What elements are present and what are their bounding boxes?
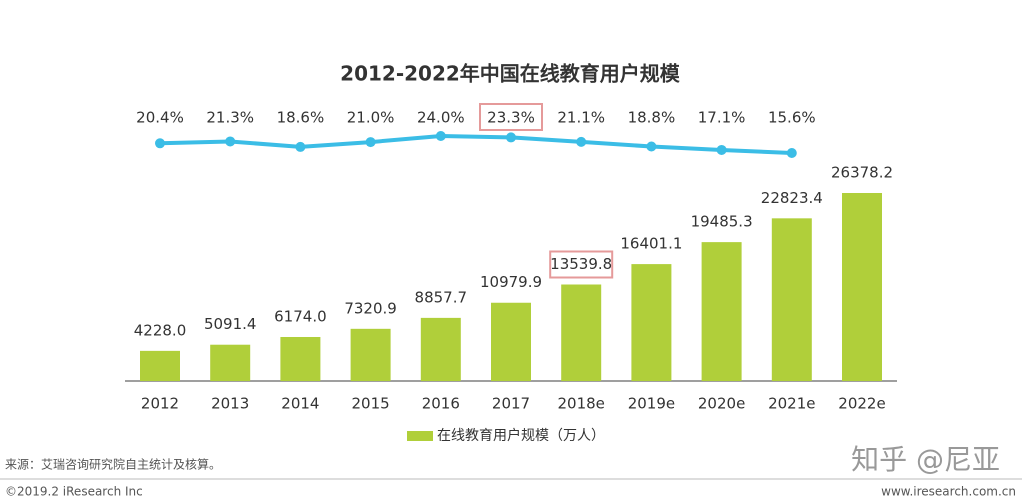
line-label: 18.6% bbox=[277, 109, 325, 127]
bar-label: 8857.7 bbox=[415, 288, 468, 306]
x-tick-label: 2016 bbox=[422, 395, 460, 413]
bar-label: 19485.3 bbox=[691, 213, 753, 231]
line-label: 20.4% bbox=[136, 109, 184, 127]
x-tick-label: 2022e bbox=[838, 395, 885, 413]
line-label: 15.6% bbox=[768, 109, 816, 127]
x-tick-label: 2013 bbox=[211, 395, 249, 413]
x-tick-label: 2018e bbox=[557, 395, 604, 413]
bar-label: 13539.8 bbox=[550, 255, 612, 273]
line-label: 17.1% bbox=[698, 109, 746, 127]
line-label: 21.0% bbox=[347, 109, 395, 127]
bar bbox=[701, 242, 742, 381]
line-label: 24.0% bbox=[417, 109, 465, 127]
bar-label: 5091.4 bbox=[204, 315, 257, 333]
website: www.iresearch.com.cn bbox=[881, 485, 1016, 499]
line-point bbox=[435, 131, 446, 141]
bar-label: 22823.4 bbox=[761, 189, 823, 207]
bar bbox=[842, 193, 882, 381]
line-point bbox=[225, 136, 236, 147]
bar bbox=[140, 350, 180, 381]
bar-label: 6174.0 bbox=[274, 307, 327, 325]
line-point bbox=[365, 137, 376, 148]
line-point bbox=[786, 148, 797, 158]
source: 来源：艾瑞咨询研究院自主统计及核算。 bbox=[5, 457, 221, 472]
line-label: 21.3% bbox=[206, 109, 254, 127]
bar-label: 4228.0 bbox=[134, 321, 187, 339]
line-label: 21.1% bbox=[557, 109, 605, 127]
chart-title: 2012-2022年中国在线教育用户规模 bbox=[340, 62, 681, 86]
line-point bbox=[576, 136, 587, 147]
bar bbox=[420, 317, 461, 381]
bar bbox=[771, 218, 812, 381]
bar bbox=[280, 336, 321, 381]
highlight-box bbox=[479, 103, 543, 131]
x-tick-label: 2017 bbox=[492, 395, 530, 413]
legend-label: 在线教育用户规模（万人） bbox=[437, 427, 605, 444]
line-label: 18.8% bbox=[628, 109, 676, 127]
x-tick-label: 2012 bbox=[141, 395, 179, 413]
line-point bbox=[646, 141, 657, 152]
x-tick-label: 2020e bbox=[698, 395, 745, 413]
line-point bbox=[295, 141, 306, 152]
line-point bbox=[155, 138, 165, 149]
line-point bbox=[716, 144, 727, 155]
x-tick-label: 2015 bbox=[352, 395, 390, 413]
bar bbox=[561, 284, 602, 381]
line-point bbox=[506, 132, 516, 143]
bar bbox=[491, 302, 531, 381]
bar-label: 7320.9 bbox=[344, 299, 397, 317]
bar bbox=[210, 344, 251, 381]
x-tick-label: 2014 bbox=[281, 395, 319, 413]
bar bbox=[631, 264, 672, 381]
bar-label: 26378.2 bbox=[831, 164, 893, 182]
bar-label: 16401.1 bbox=[620, 235, 682, 253]
x-tick-label: 2021e bbox=[768, 395, 815, 413]
x-tick-label: 2019e bbox=[628, 395, 675, 413]
legend-swatch bbox=[407, 431, 433, 441]
copyright: ©2019.2 iResearch Inc bbox=[5, 485, 143, 499]
highlight-box bbox=[549, 250, 614, 279]
line bbox=[159, 133, 792, 155]
bar-label: 10979.9 bbox=[480, 273, 542, 291]
watermark: 知乎 @尼亚 bbox=[851, 443, 1000, 476]
bar bbox=[350, 328, 391, 381]
line-label: 23.3% bbox=[487, 109, 535, 127]
